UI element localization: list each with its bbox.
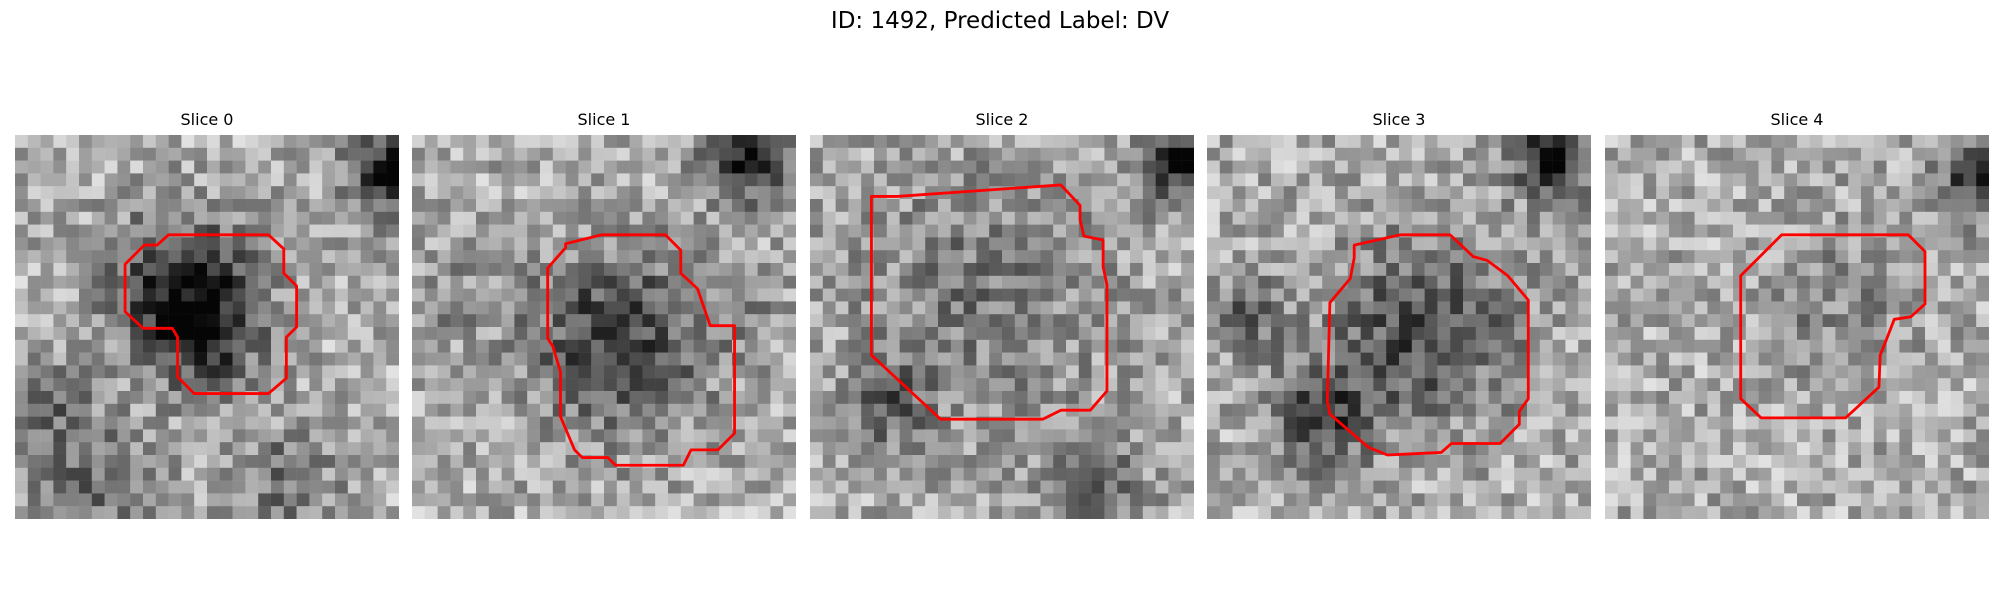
- roi-contour: [1739, 233, 1927, 420]
- figure-title: ID: 1492, Predicted Label: DV: [830, 8, 1170, 34]
- slice-panel-3: Slice 3: [1207, 108, 1591, 519]
- grayscale-pixels: [1605, 135, 1989, 519]
- slice-image-4: [1605, 135, 1989, 519]
- slice-title: Slice 0: [180, 110, 234, 129]
- grayscale-pixels: [412, 135, 796, 519]
- slice-panel-0: Slice 0: [15, 108, 399, 519]
- roi-contour: [1325, 233, 1530, 457]
- roi-contour: [123, 233, 299, 395]
- grayscale-pixels: [1207, 135, 1591, 519]
- roi-contour: [870, 183, 1109, 421]
- grayscale-pixels: [15, 135, 399, 519]
- slice-image-3: [1207, 135, 1591, 519]
- slice-panel-1: Slice 1: [412, 108, 796, 519]
- slice-image-1: [412, 135, 796, 519]
- slice-title: Slice 2: [975, 110, 1029, 129]
- slice-panel-4: Slice 4: [1605, 108, 1989, 519]
- slice-panel-2: Slice 2: [810, 108, 1194, 519]
- slice-title: Slice 1: [577, 110, 631, 129]
- slice-image-2: [810, 135, 1194, 519]
- slice-title: Slice 4: [1770, 110, 1824, 129]
- roi-contour: [546, 233, 736, 467]
- grayscale-pixels: [810, 135, 1194, 519]
- slice-image-0: [15, 135, 399, 519]
- slice-title: Slice 3: [1372, 110, 1426, 129]
